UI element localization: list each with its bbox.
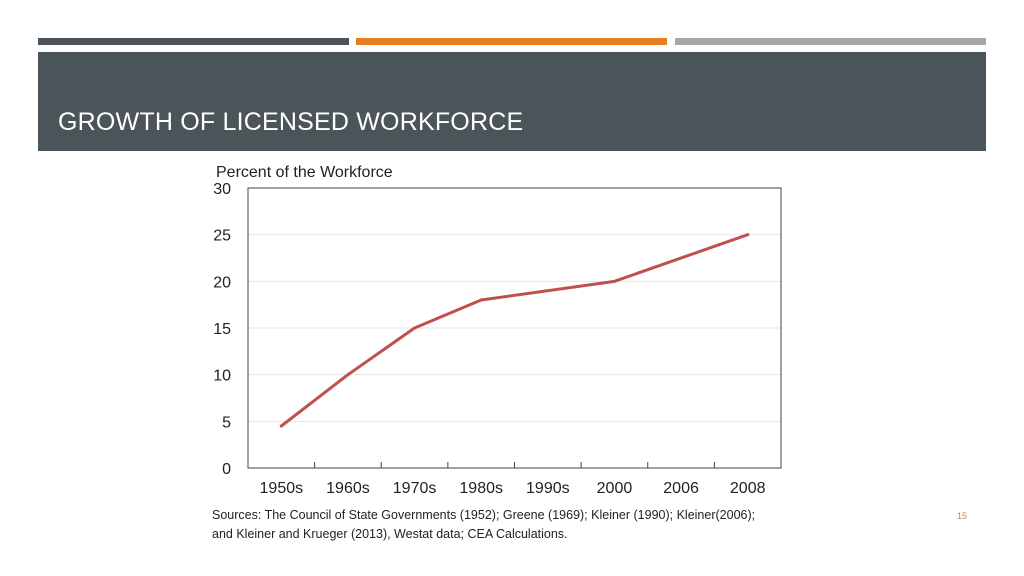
slide-title: GROWTH OF LICENSED WORKFORCE [58,108,524,136]
accent-bar-orange [356,38,667,45]
y-tick-label: 15 [213,321,231,338]
x-tick-label: 1970s [393,480,437,497]
data-point [279,424,283,428]
y-tick-label: 25 [213,228,231,245]
y-tick-label: 20 [213,274,231,291]
data-point [612,279,616,283]
title-band: GROWTH OF LICENSED WORKFORCE [38,52,986,151]
accent-bar-gray [675,38,986,45]
x-tick-label: 1960s [326,480,370,497]
x-tick-label: 1980s [459,480,503,497]
x-tick-label: 1990s [526,480,570,497]
y-tick-label: 30 [213,181,231,198]
y-tick-label: 5 [222,414,231,431]
data-point [746,233,750,237]
data-point [346,373,350,377]
sources-line-1: Sources: The Council of State Government… [212,508,756,522]
y-axis-title: Percent of the Workforce [216,164,393,181]
x-tick-label: 1950s [260,480,304,497]
page-number: 15 [957,511,968,521]
y-tick-label: 10 [213,368,231,385]
series-line [279,233,750,428]
data-point [479,298,483,302]
data-point [413,326,417,330]
sources-note: Sources: The Council of State Government… [212,506,812,544]
x-tick-label: 2008 [730,480,766,497]
y-tick-label: 0 [222,461,231,478]
x-tick-label: 2000 [597,480,633,497]
sources-line-2: and Kleiner and Krueger (2013), Westat d… [212,527,568,541]
accent-bar-dark [38,38,349,45]
x-tick-label: 2006 [663,480,699,497]
